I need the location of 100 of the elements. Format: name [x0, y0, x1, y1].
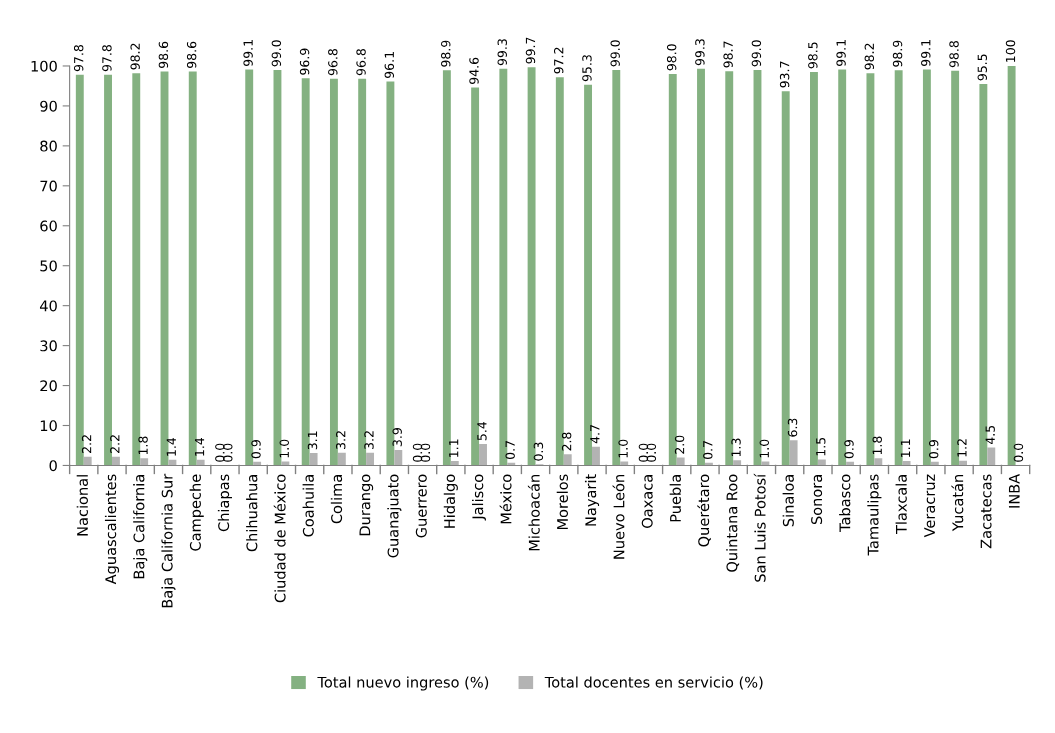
data-label: 100 — [1005, 40, 1016, 62]
data-label: 99.3 — [497, 39, 507, 66]
x-tick-label: Baja California — [133, 475, 148, 579]
y-tick-label: 90 — [40, 100, 57, 112]
data-label: 1.5 — [816, 437, 826, 456]
data-label: 97.8 — [102, 45, 112, 72]
x-tick-label: Jalisco — [472, 474, 487, 521]
y-tick-label: 80 — [40, 140, 57, 152]
data-label: 96.8 — [356, 49, 366, 76]
data-label: 1.1 — [449, 439, 459, 457]
data-label: 3.9 — [392, 428, 402, 447]
data-label: 1.1 — [900, 439, 911, 457]
x-tick-label: Nacional — [76, 475, 88, 536]
y-tick-label: 70 — [40, 180, 57, 192]
data-label: 95.5 — [977, 54, 987, 81]
data-label: 0.9 — [251, 440, 261, 459]
data-label: 0.0 — [638, 443, 649, 462]
data-label: 99.7 — [525, 37, 536, 64]
x-tick-label: Guerrero — [415, 474, 427, 538]
data-label: 98.7 — [723, 41, 733, 68]
data-label: 1.4 — [194, 437, 205, 456]
data-label: 99.1 — [836, 40, 846, 66]
x-tick-label: Sonora — [811, 475, 823, 525]
x-tick-label: Yucatán — [951, 475, 964, 532]
x-tick-label: Tamaulipas — [867, 474, 882, 556]
x-tick-label: Tabasco — [839, 474, 851, 532]
data-label: 0.3 — [533, 442, 544, 461]
data-label: 99.0 — [610, 40, 620, 67]
x-tick-label: México — [499, 474, 512, 524]
data-label: 98.5 — [808, 42, 818, 69]
data-label: 0.0 — [223, 443, 233, 462]
x-tick-label: Sinaloa — [782, 475, 794, 527]
data-label: 1.2 — [957, 439, 967, 457]
x-tick-label: Oaxaca — [641, 475, 653, 528]
x-tick-label: Veracruz — [924, 474, 936, 538]
data-label: 99.1 — [921, 40, 931, 66]
x-tick-label: INBA — [1008, 473, 1020, 508]
y-tick-label: 30 — [40, 340, 57, 352]
x-tick-label: Coahuila — [302, 475, 314, 537]
data-label: 98.6 — [186, 41, 197, 68]
data-label: 4.5 — [985, 425, 995, 445]
legend-label: Total docentes en servicio (%) — [544, 676, 763, 690]
data-label: 97.2 — [553, 47, 564, 74]
x-tick-label: Durango — [359, 474, 374, 536]
legend-label: Total nuevo ingreso (%) — [317, 676, 489, 691]
data-label: 0.9 — [844, 440, 854, 459]
data-label: 0.7 — [703, 441, 713, 460]
data-label: 3.1 — [307, 431, 318, 450]
data-label: 98.0 — [666, 44, 677, 71]
data-label: 6.3 — [787, 418, 798, 437]
data-label: 0.0 — [1013, 443, 1024, 462]
data-label: 98.2 — [130, 43, 140, 70]
data-label: 96.1 — [384, 52, 395, 78]
x-tick-label: San Luis Potosí — [753, 473, 766, 582]
x-tick-label: Ciudad de México — [273, 474, 286, 603]
data-label: 98.9 — [892, 40, 903, 67]
data-label: 95.3 — [582, 55, 592, 82]
data-label: 1.0 — [618, 439, 628, 458]
x-tick-label: Hidalgo — [443, 474, 458, 528]
data-label: 3.2 — [364, 431, 374, 449]
data-label: 99.0 — [751, 40, 762, 67]
data-label: 93.7 — [779, 61, 790, 88]
data-label: 2.8 — [561, 432, 572, 451]
x-tick-label: Zacatecas — [980, 474, 992, 549]
y-tick-label: 50 — [40, 260, 57, 272]
data-label: 98.9 — [441, 40, 451, 67]
x-tick-label: Baja California Sur — [161, 473, 176, 608]
data-label: 5.4 — [477, 421, 487, 441]
data-label: 0.0 — [215, 443, 225, 462]
x-tick-label: Guanajuato — [387, 474, 402, 558]
data-label: 2.2 — [81, 435, 92, 453]
data-label: 2.0 — [674, 435, 685, 454]
data-label: 98.8 — [949, 41, 959, 68]
data-label: 0.9 — [928, 440, 939, 459]
x-tick-label: Puebla — [669, 475, 681, 522]
y-tick-label: 20 — [40, 380, 57, 392]
data-label: 99.3 — [695, 39, 705, 66]
data-label: 99.1 — [243, 40, 253, 66]
data-label: 2.2 — [110, 435, 120, 453]
y-tick-label: 100 — [31, 60, 57, 72]
x-tick-label: Chihuahua — [246, 475, 258, 552]
data-label: 96.8 — [328, 49, 338, 76]
x-tick-label: Michoacán — [527, 475, 540, 551]
data-label: 94.6 — [469, 57, 479, 84]
data-label: 1.8 — [138, 436, 148, 455]
x-tick-label: Tlaxcala — [895, 475, 907, 535]
x-tick-label: Morelos — [556, 474, 568, 530]
x-tick-label: Nayarit — [584, 474, 600, 526]
x-tick-label: Campeche — [189, 474, 204, 551]
data-label: 1.0 — [759, 439, 770, 458]
data-label: 1.4 — [166, 437, 176, 456]
x-tick-label: Chiapas — [217, 474, 232, 532]
x-tick-label: Nuevo León — [612, 475, 625, 559]
data-label: 0.7 — [505, 441, 515, 460]
data-label: 98.2 — [864, 43, 875, 70]
data-label: 0.0 — [646, 443, 657, 462]
y-tick-label: 40 — [39, 300, 57, 312]
data-label: 96.9 — [299, 48, 310, 75]
data-label: 97.8 — [73, 45, 84, 72]
x-tick-label: Quintana Roo — [726, 474, 740, 572]
